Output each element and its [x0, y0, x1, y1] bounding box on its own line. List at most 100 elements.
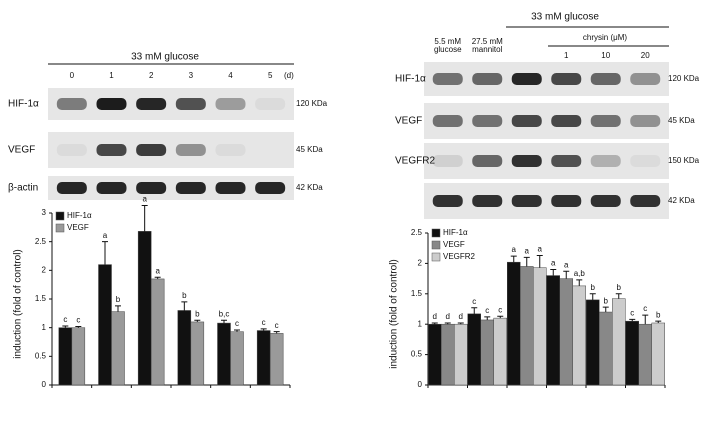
y-tick-label: 2 — [42, 265, 47, 274]
significance-letter: a — [155, 266, 160, 275]
bar — [572, 285, 586, 386]
significance-letter: b — [591, 283, 596, 292]
bar — [612, 298, 626, 386]
significance-letter: b,c — [219, 309, 230, 318]
legend-label: VEGF — [67, 223, 89, 232]
significance-letter: b — [195, 309, 200, 318]
inhibitor: chrysin (μM) — [583, 33, 628, 42]
error-bar — [602, 306, 609, 313]
y-tick-label: 0.5 — [411, 350, 423, 359]
size-label: 45 KDa — [296, 145, 323, 154]
blot-band — [472, 115, 503, 127]
legend-label: VEGF — [443, 240, 465, 249]
y-tick-label: 2 — [418, 259, 423, 268]
error-bar — [194, 319, 201, 322]
lane-label: 4 — [228, 71, 233, 80]
significance-letter: b — [656, 310, 661, 319]
significance-letter: c — [498, 305, 502, 314]
row-label: VEGFR2 — [395, 156, 435, 167]
size-label: 120 KDa — [668, 74, 700, 83]
significance-letter: b — [604, 296, 609, 305]
blot-band — [511, 115, 542, 127]
significance-letter: a,b — [574, 269, 586, 278]
bar — [269, 333, 284, 386]
blot-band — [136, 182, 167, 194]
bar — [217, 322, 231, 386]
legend-swatch — [55, 223, 65, 233]
blot-band — [432, 115, 463, 127]
error-bar — [536, 254, 543, 268]
bar — [467, 313, 481, 386]
error-bar — [471, 307, 478, 314]
lane-label: 1 — [564, 51, 569, 60]
control-label: mannitol — [472, 45, 502, 54]
error-bar — [615, 293, 622, 299]
lane-label: 3 — [189, 71, 194, 80]
significance-letter: c — [630, 308, 634, 317]
blot-band — [472, 73, 503, 85]
bar — [58, 327, 73, 386]
lane-label: 1 — [109, 71, 114, 80]
lane-label: 10 — [601, 51, 610, 60]
bar — [111, 311, 125, 386]
blot-strip — [424, 183, 669, 219]
significance-letter: a — [538, 245, 543, 254]
significance-letter: c — [472, 297, 476, 306]
lane-label: 20 — [641, 51, 650, 60]
blot-strip — [424, 143, 669, 179]
bar — [441, 323, 455, 386]
legend-swatch — [431, 240, 441, 250]
size-label: 120 KDa — [296, 99, 328, 108]
error-bar — [550, 268, 557, 276]
error-bar — [75, 326, 82, 328]
y-tick-label: 3 — [42, 208, 47, 217]
blot-band — [511, 195, 542, 207]
bar — [559, 278, 573, 386]
legend-label: HIF-1α — [443, 228, 468, 237]
y-tick-label: 1.5 — [411, 289, 423, 298]
bar — [150, 278, 165, 386]
y-tick-label: 1 — [418, 319, 423, 328]
bar — [599, 311, 613, 386]
blot-strip — [424, 103, 669, 139]
error-bar — [431, 322, 438, 325]
blot-band — [511, 155, 542, 167]
y-tick-label: 1.5 — [35, 294, 47, 303]
significance-letter: b — [116, 295, 121, 304]
bar — [493, 317, 507, 386]
bar — [625, 320, 639, 386]
control-label: glucose — [434, 45, 462, 54]
blot-band — [432, 155, 463, 167]
blot-band — [255, 98, 286, 110]
blot-band — [96, 98, 127, 110]
legend-label: VEGFR2 — [443, 252, 476, 261]
blot-band — [551, 115, 582, 127]
error-bar — [141, 205, 148, 232]
y-axis-label: induction (fold of control) — [13, 249, 24, 359]
blot-band — [56, 182, 87, 194]
error-bar — [510, 255, 517, 263]
blot-band — [96, 144, 127, 156]
error-bar — [563, 270, 570, 279]
significance-letter: b — [182, 291, 187, 300]
control-label: 27.5 mM — [472, 37, 503, 46]
legend-swatch — [55, 211, 65, 221]
legend-label: HIF-1α — [67, 211, 92, 220]
blot-band — [136, 144, 167, 156]
y-tick-label: 0.5 — [35, 351, 47, 360]
error-bar — [576, 279, 583, 286]
blot-band — [175, 144, 206, 156]
bar — [533, 267, 547, 386]
blot-band — [551, 73, 582, 85]
error-bar — [589, 293, 596, 300]
blot-band — [511, 73, 542, 85]
blot-band — [472, 195, 503, 207]
significance-letter: c — [63, 315, 67, 324]
bar — [651, 322, 665, 386]
error-bar — [102, 241, 108, 265]
error-bar — [234, 329, 240, 332]
blot-band — [630, 155, 661, 167]
blot-band — [56, 144, 87, 156]
bar — [507, 261, 521, 386]
